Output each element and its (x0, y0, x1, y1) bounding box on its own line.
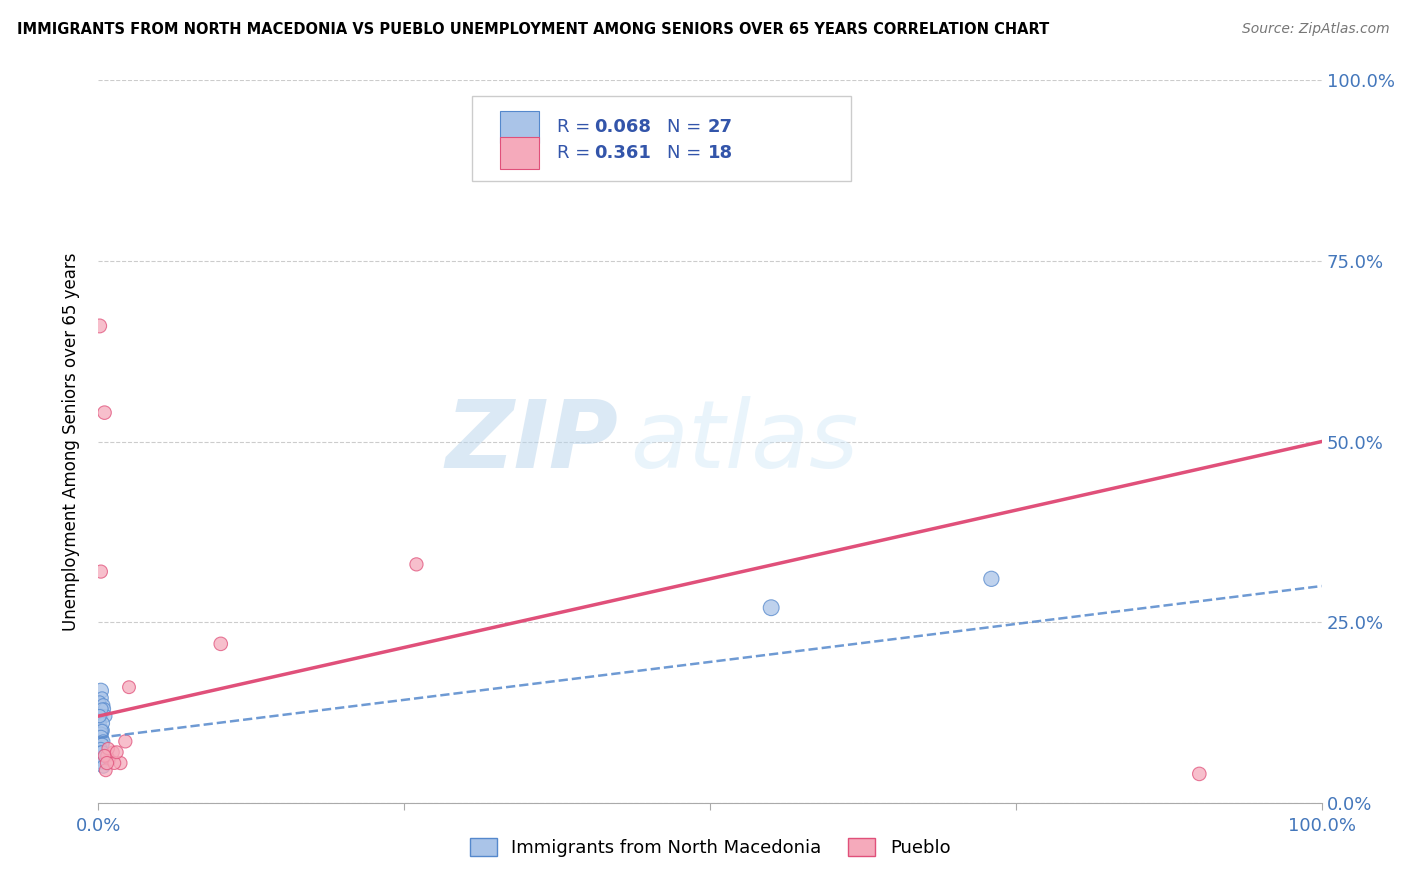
Point (91, 723, 114, 738)
Point (103, 756, 125, 770)
Point (90, 709, 112, 723)
Point (980, 572, 1002, 586)
Point (91, 716, 114, 731)
Text: 27: 27 (707, 118, 733, 136)
Text: 0.068: 0.068 (593, 118, 651, 136)
Point (89, 695, 111, 709)
Text: N =: N = (668, 118, 707, 136)
Point (96, 748, 118, 763)
Point (90, 727, 112, 741)
Point (93, 748, 115, 763)
Point (761, 600, 783, 615)
Point (93, 406, 115, 420)
Text: IMMIGRANTS FROM NORTH MACEDONIA VS PUEBLO UNEMPLOYMENT AMONG SENIORS OVER 65 YEA: IMMIGRANTS FROM NORTH MACEDONIA VS PUEBL… (17, 22, 1049, 37)
Point (90, 731, 112, 745)
Point (101, 745, 124, 759)
Point (91, 723, 114, 738)
FancyBboxPatch shape (499, 136, 538, 169)
Point (90, 756, 112, 770)
Point (91, 702, 114, 716)
Point (93, 702, 115, 716)
Point (94, 764, 117, 778)
Point (91, 760, 114, 774)
Point (91, 745, 114, 759)
Point (93, 748, 115, 763)
Text: 0.361: 0.361 (593, 144, 651, 161)
Point (90, 565, 112, 579)
Point (89, 716, 111, 731)
Text: atlas: atlas (630, 396, 859, 487)
Point (89, 709, 111, 723)
Point (89, 318, 111, 333)
Point (94, 709, 117, 723)
Point (118, 680, 141, 694)
Point (96, 756, 118, 770)
FancyBboxPatch shape (471, 96, 851, 181)
Text: N =: N = (668, 144, 707, 161)
Point (90, 723, 112, 738)
Point (91, 752, 114, 766)
Point (97, 741, 120, 756)
Point (91, 734, 114, 748)
Text: 18: 18 (707, 144, 733, 161)
Point (90, 741, 112, 756)
Text: R =: R = (557, 118, 596, 136)
Point (110, 756, 132, 770)
Point (90, 683, 112, 698)
Y-axis label: Unemployment Among Seniors over 65 years: Unemployment Among Seniors over 65 years (62, 252, 80, 631)
Point (98, 752, 121, 766)
Point (91, 691, 114, 706)
Text: Source: ZipAtlas.com: Source: ZipAtlas.com (1241, 22, 1389, 37)
FancyBboxPatch shape (499, 111, 538, 143)
Point (1188, 767, 1211, 781)
Point (89, 745, 111, 759)
Legend: Immigrants from North Macedonia, Pueblo: Immigrants from North Macedonia, Pueblo (461, 829, 959, 866)
Point (105, 745, 128, 759)
Text: R =: R = (557, 144, 596, 161)
Point (209, 637, 232, 651)
Point (91, 738, 114, 752)
Point (114, 734, 136, 748)
Point (91, 698, 114, 713)
Point (405, 558, 427, 572)
Text: ZIP: ZIP (446, 395, 619, 488)
